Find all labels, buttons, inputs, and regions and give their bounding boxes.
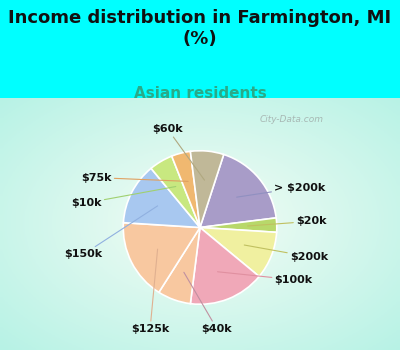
Wedge shape [172,151,200,228]
Text: $200k: $200k [244,245,328,262]
Text: $150k: $150k [64,206,158,259]
Text: $40k: $40k [184,272,232,334]
Text: $125k: $125k [131,249,169,334]
Wedge shape [200,228,277,276]
Wedge shape [190,151,224,228]
Wedge shape [200,218,277,232]
Text: > $200k: > $200k [237,183,326,197]
Wedge shape [123,223,200,292]
Wedge shape [151,156,200,228]
Wedge shape [159,228,200,304]
Text: $75k: $75k [81,173,188,183]
Text: $60k: $60k [152,124,204,180]
Wedge shape [123,168,200,228]
Text: $20k: $20k [248,216,326,226]
Wedge shape [190,228,259,304]
Text: Income distribution in Farmington, MI
(%): Income distribution in Farmington, MI (%… [8,9,392,48]
Text: $100k: $100k [218,272,313,285]
Text: Asian residents: Asian residents [134,86,266,101]
Text: City-Data.com: City-Data.com [260,116,324,125]
Text: $10k: $10k [71,187,176,208]
Wedge shape [200,154,276,228]
